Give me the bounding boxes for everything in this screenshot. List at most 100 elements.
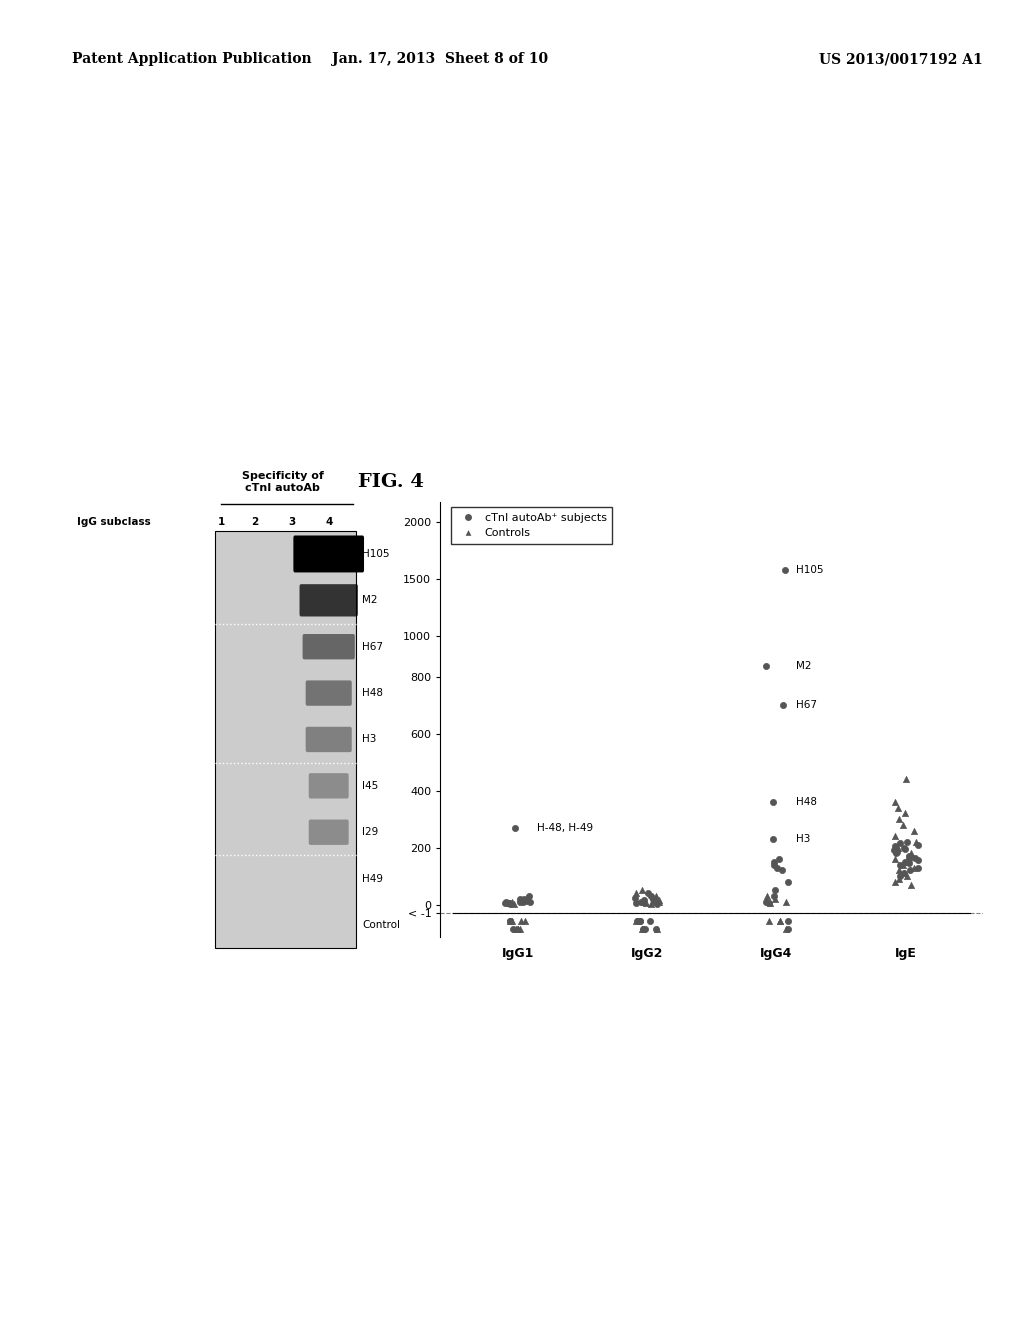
Point xyxy=(897,838,913,859)
Text: I29: I29 xyxy=(362,828,379,837)
Point xyxy=(765,829,781,850)
Point xyxy=(909,857,926,878)
Point xyxy=(634,880,650,902)
FancyBboxPatch shape xyxy=(215,902,356,948)
Point xyxy=(516,888,532,909)
Point xyxy=(772,911,788,932)
Point xyxy=(505,919,521,940)
Point xyxy=(518,891,535,912)
Text: H67: H67 xyxy=(796,700,817,710)
Point xyxy=(898,768,914,789)
Text: US 2013/0017192 A1: US 2013/0017192 A1 xyxy=(819,53,983,66)
Point xyxy=(510,919,526,940)
FancyBboxPatch shape xyxy=(293,536,365,573)
Point xyxy=(892,854,908,875)
FancyBboxPatch shape xyxy=(215,623,356,669)
Point xyxy=(513,911,529,932)
FancyBboxPatch shape xyxy=(215,717,356,763)
Point xyxy=(501,892,517,913)
Point xyxy=(762,892,778,913)
Point xyxy=(765,792,781,813)
Point xyxy=(772,911,788,932)
Point xyxy=(891,859,907,880)
Point xyxy=(642,911,658,932)
Text: H3: H3 xyxy=(362,734,377,744)
Text: M2: M2 xyxy=(362,595,378,606)
Point xyxy=(512,888,528,909)
Point xyxy=(900,853,916,874)
FancyBboxPatch shape xyxy=(215,855,356,902)
Point xyxy=(633,892,649,913)
Point xyxy=(628,892,644,913)
Point xyxy=(902,842,919,863)
Point xyxy=(519,890,536,911)
Point xyxy=(901,849,918,870)
Point xyxy=(888,842,904,863)
Point xyxy=(890,837,906,858)
Point xyxy=(779,919,796,940)
Point xyxy=(887,826,903,847)
Point xyxy=(887,836,903,857)
Text: IgG subclass: IgG subclass xyxy=(77,517,151,527)
Text: H49: H49 xyxy=(362,874,384,883)
Text: 2: 2 xyxy=(251,517,259,527)
Point xyxy=(759,886,775,907)
Point xyxy=(507,817,523,838)
Text: I45: I45 xyxy=(362,781,379,791)
Point xyxy=(637,919,653,940)
Point xyxy=(761,911,777,932)
Point xyxy=(906,857,923,878)
Point xyxy=(895,854,911,875)
Point xyxy=(887,849,903,870)
Point xyxy=(910,850,927,871)
Point xyxy=(773,859,790,880)
Point xyxy=(648,894,665,915)
Point xyxy=(649,919,666,940)
Point xyxy=(504,892,520,913)
Point xyxy=(767,888,783,909)
Point xyxy=(634,919,650,940)
Point xyxy=(890,797,906,818)
Point xyxy=(628,911,644,932)
Text: FIG. 4: FIG. 4 xyxy=(358,473,424,491)
Point xyxy=(891,869,907,890)
Point xyxy=(506,894,522,915)
FancyBboxPatch shape xyxy=(309,820,348,845)
Point xyxy=(636,891,652,912)
Point xyxy=(499,891,515,912)
Point xyxy=(894,814,910,836)
Text: 1: 1 xyxy=(217,517,225,527)
Point xyxy=(512,919,528,940)
Point xyxy=(766,854,782,875)
Text: H48: H48 xyxy=(796,797,817,807)
Point xyxy=(899,832,915,853)
Text: H3: H3 xyxy=(796,834,810,843)
Point xyxy=(508,919,524,940)
Point xyxy=(888,792,904,813)
FancyBboxPatch shape xyxy=(215,809,356,855)
Point xyxy=(628,883,644,904)
Point xyxy=(896,837,912,858)
Point xyxy=(903,874,920,895)
FancyBboxPatch shape xyxy=(315,870,342,888)
Point xyxy=(758,891,774,912)
Point xyxy=(768,857,784,878)
FancyBboxPatch shape xyxy=(215,763,356,809)
Text: H67: H67 xyxy=(362,642,384,652)
Point xyxy=(908,832,925,853)
Text: 4: 4 xyxy=(325,517,333,527)
Point xyxy=(648,886,665,907)
Point xyxy=(502,894,518,915)
Point xyxy=(758,656,774,677)
Point xyxy=(899,866,915,887)
Point xyxy=(766,886,782,907)
FancyBboxPatch shape xyxy=(309,774,348,799)
Point xyxy=(897,851,913,873)
Point xyxy=(900,851,916,873)
Point xyxy=(892,866,908,887)
Point xyxy=(647,891,664,912)
Text: H48: H48 xyxy=(362,688,384,698)
Point xyxy=(761,892,777,913)
Point xyxy=(896,863,912,884)
Text: Jan. 17, 2013  Sheet 8 of 10: Jan. 17, 2013 Sheet 8 of 10 xyxy=(332,53,549,66)
